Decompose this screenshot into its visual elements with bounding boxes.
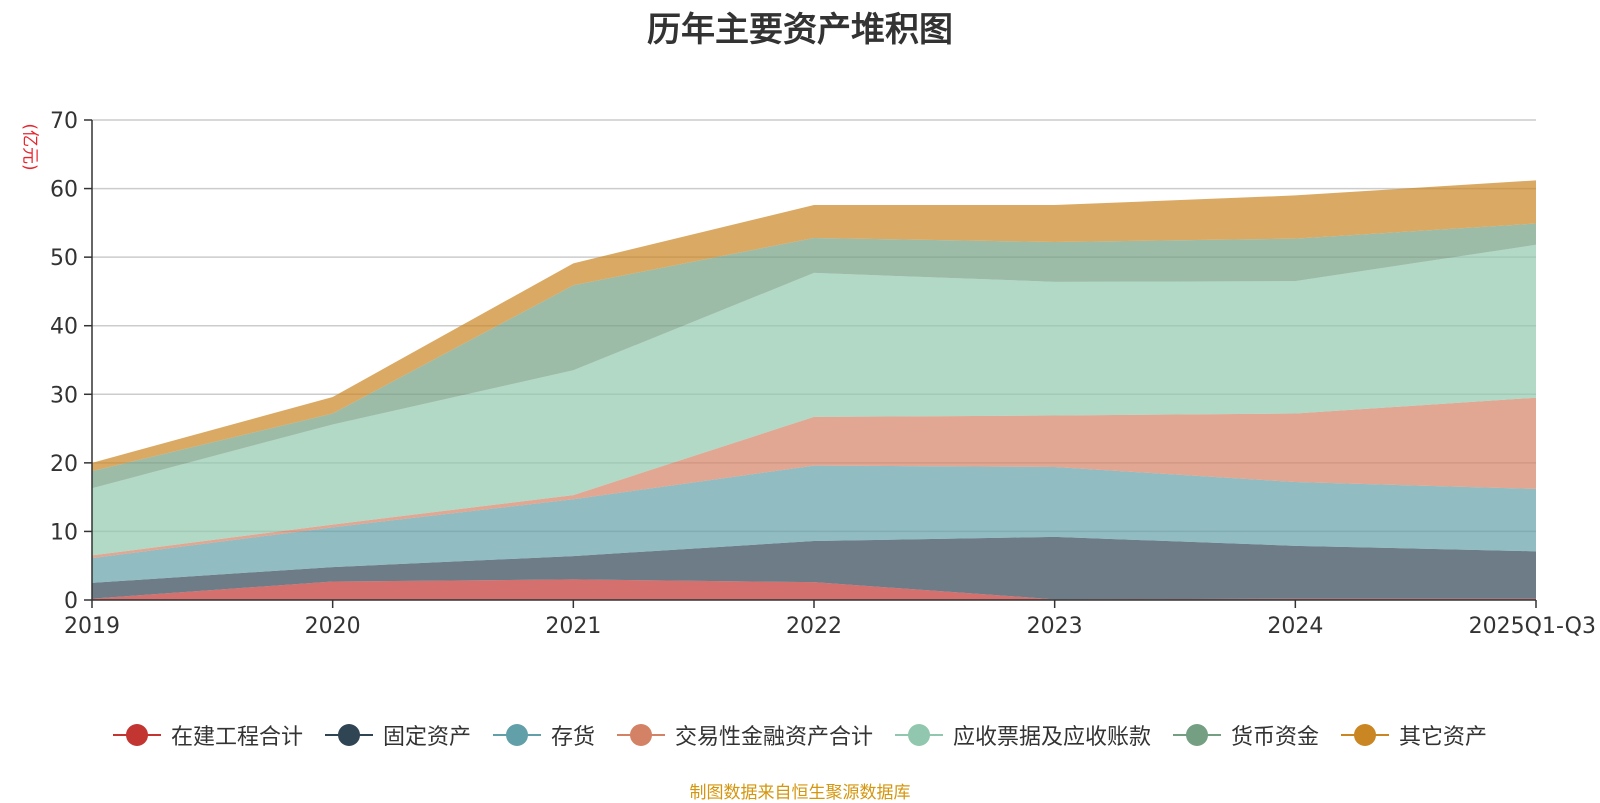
legend-marker [492, 723, 541, 747]
y-tick-label: 60 [50, 178, 78, 203]
legend-item-2[interactable]: 固定资产 [324, 719, 471, 751]
x-tick-label: 2021 [545, 614, 601, 639]
legend-marker [895, 723, 943, 747]
area-series [92, 180, 1536, 600]
y-tick-label: 30 [50, 383, 78, 408]
legend-marker [1341, 723, 1390, 747]
y-tick-label: 20 [50, 452, 78, 477]
legend-marker [616, 723, 665, 747]
x-tick-label: 2024 [1267, 614, 1323, 639]
legend-marker [112, 723, 161, 747]
legend-item-6[interactable]: 货币资金 [1173, 719, 1319, 751]
legend-item-5[interactable]: 应收票据及应收账款 [895, 719, 1151, 751]
legend-label: 在建工程合计 [170, 725, 303, 750]
x-tick-label: 2019 [64, 614, 120, 639]
y-tick-label: 40 [50, 315, 78, 340]
area-series-2 [92, 536, 1536, 600]
y-tick-label: 0 [64, 589, 78, 614]
axes: 0 10 20 30 40 50 60 70 2019 2020 2021 2022 2023 2024 2… [50, 109, 1596, 639]
legend-item-3[interactable]: 存货 [492, 719, 595, 751]
legend-item-1[interactable]: 在建工程合计 [112, 719, 303, 751]
legend-label: 货币资金 [1231, 725, 1320, 750]
y-tick-label: 10 [50, 520, 78, 545]
x-tick-label: 2020 [305, 614, 361, 639]
area-series-4 [92, 397, 1536, 559]
legend-label: 应收票据及应收账款 [953, 725, 1152, 750]
legend-marker [324, 723, 373, 747]
legend: 在建工程合计 固定资产 存货 交易性金融资产合计 应收票据及应收账款 货币资金 其它资产 [0, 718, 1600, 752]
legend-marker [1173, 723, 1222, 747]
legend-label: 固定资产 [382, 725, 471, 750]
source-note: 制图数据来自恒生聚源数据库 [689, 783, 911, 803]
area-series-5 [92, 244, 1536, 556]
y-tick-label: 70 [50, 109, 78, 134]
legend-item-4[interactable]: 交易性金融资产合计 [616, 719, 873, 751]
area-series-3 [92, 465, 1536, 583]
legend-label: 其它资产 [1399, 725, 1488, 750]
x-tick-label: 2022 [786, 614, 842, 639]
legend-label: 交易性金融资产合计 [674, 725, 873, 750]
area-series-7 [92, 180, 1536, 472]
area-series-1 [92, 579, 1536, 600]
legend-label: 存货 [550, 725, 595, 750]
x-tick-label: 2025Q1-Q3 [1469, 614, 1596, 639]
chart-title: 历年主要资产堆积图 [647, 10, 953, 50]
area-series-6 [92, 223, 1536, 489]
y-tick-label: 50 [50, 246, 78, 271]
legend-item-7[interactable]: 其它资产 [1341, 719, 1487, 751]
x-tick-label: 2023 [1027, 614, 1083, 639]
